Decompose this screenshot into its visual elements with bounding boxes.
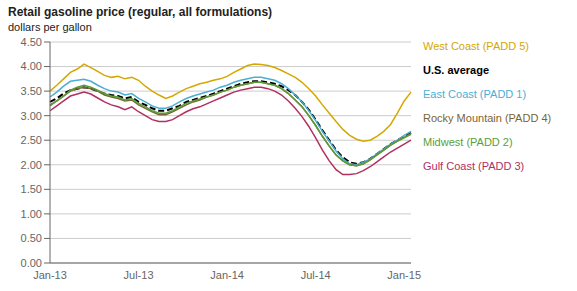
- html-text:Rocky Mountain (PADD 4): Rocky Mountain (PADD 4): [423, 112, 552, 124]
- html-text:East Coast (PADD 1): East Coast (PADD 1): [423, 88, 527, 100]
- html-text:U.S. average: U.S. average: [423, 64, 489, 76]
- svg-text:Jan-14: Jan-14: [210, 269, 244, 281]
- html-text:Retail gasoline price (regular: Retail gasoline price (regular, all form…: [8, 5, 273, 19]
- html-text:dollars per gallon: dollars per gallon: [8, 21, 92, 33]
- svg-text:3.00: 3.00: [21, 110, 42, 122]
- svg-text:Jul-14: Jul-14: [301, 269, 331, 281]
- svg-text:2.50: 2.50: [21, 134, 42, 146]
- svg-text:1.50: 1.50: [21, 183, 42, 195]
- html-text:West Coast (PADD 5): West Coast (PADD 5): [423, 40, 529, 52]
- html-text:Gulf Coast (PADD 3): Gulf Coast (PADD 3): [423, 160, 525, 172]
- svg-text:3.50: 3.50: [21, 85, 42, 97]
- html-text:Midwest (PADD 2): Midwest (PADD 2): [423, 136, 513, 148]
- svg-text:0.50: 0.50: [21, 232, 42, 244]
- svg-text:2.00: 2.00: [21, 159, 42, 171]
- svg-text:Jul-13: Jul-13: [124, 269, 154, 281]
- svg-text:4.00: 4.00: [21, 60, 42, 72]
- svg-text:1.00: 1.00: [21, 208, 42, 220]
- svg-text:4.50: 4.50: [21, 36, 42, 48]
- svg-text:0.00: 0.00: [21, 257, 42, 269]
- svg-text:Jan-15: Jan-15: [387, 269, 421, 281]
- svg-text:Jan-13: Jan-13: [33, 269, 67, 281]
